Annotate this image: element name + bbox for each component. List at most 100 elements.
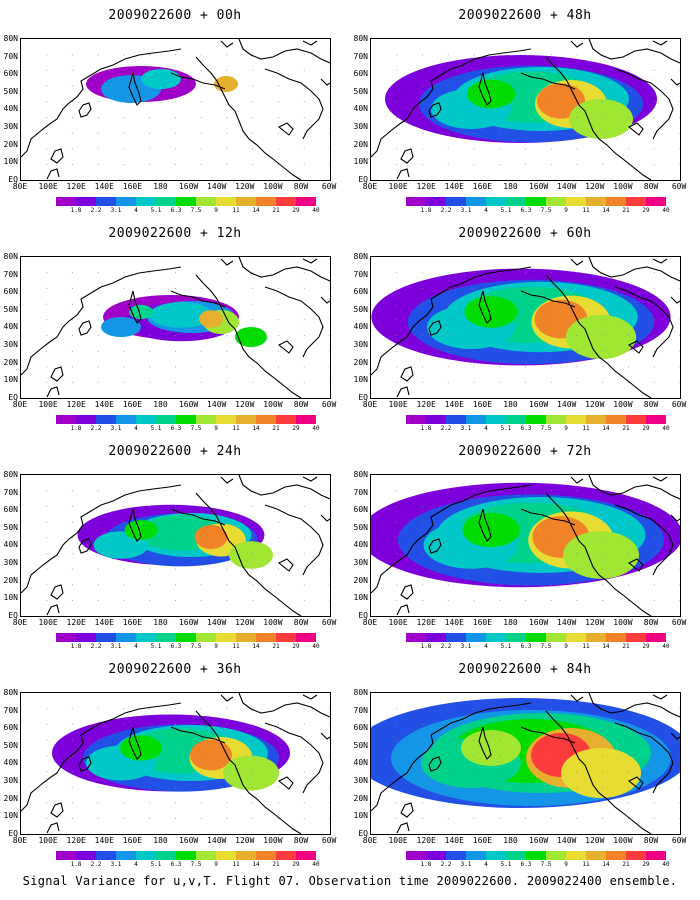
grid-dot	[252, 366, 254, 368]
colorbar-swatch	[406, 633, 426, 642]
grid-dot	[627, 350, 629, 352]
grid-dot	[576, 771, 578, 772]
grid-dot	[550, 568, 552, 570]
grid-dot	[46, 132, 48, 134]
colorbar-swatch	[216, 851, 236, 860]
grid-dot	[46, 335, 48, 336]
coastline	[128, 726, 142, 760]
grid-dot	[200, 818, 202, 820]
colorbar-swatch	[136, 633, 156, 642]
panel-title: 2009022600 + 36h	[108, 662, 242, 677]
colorbar-label: 14	[602, 425, 610, 432]
grid-dot	[71, 287, 73, 289]
coastline	[570, 476, 584, 484]
grid-dot	[277, 786, 279, 788]
lat-tick-label: 80N	[3, 252, 18, 261]
colorbar-swatch	[426, 633, 446, 642]
colorbar-label: 40	[662, 643, 670, 650]
lon-tick-label: 120W	[235, 400, 255, 409]
grid-dot	[447, 101, 449, 103]
grid-dot	[200, 366, 202, 368]
coastline	[302, 258, 318, 264]
grid-dot	[602, 600, 604, 602]
lat-tick-label: 70N	[353, 51, 368, 61]
grid-dot	[473, 818, 475, 820]
grid-dot	[226, 69, 228, 71]
grid-dot	[550, 771, 552, 772]
colorbar-swatch	[606, 851, 626, 860]
lon-tick-label: 120W	[235, 182, 255, 191]
lon-tick-label: 180	[503, 400, 518, 409]
colorbar-label: 4	[134, 643, 138, 650]
grid-dot	[447, 708, 449, 710]
grid-dot	[396, 85, 398, 87]
grid-dot	[226, 272, 228, 274]
colorbar-swatch	[76, 633, 96, 642]
grid-dot	[396, 287, 398, 289]
grid-dot	[123, 85, 125, 87]
grid-dot	[550, 490, 552, 492]
grid-dot	[200, 350, 202, 352]
lon-tick-label: 160E	[472, 836, 493, 845]
lat-tick-label: 10N	[353, 157, 368, 167]
grid-dot	[200, 117, 202, 118]
grid-dot	[252, 287, 254, 289]
grid-dot	[149, 366, 151, 368]
coastline	[478, 290, 492, 324]
colorbar-label: 21	[622, 643, 630, 650]
grid-dot	[421, 54, 423, 56]
colorbar-label: 40	[312, 643, 320, 650]
grid-dot	[252, 537, 254, 539]
grid-dot	[602, 786, 604, 788]
grid-dot	[627, 148, 629, 150]
grid-dot	[329, 69, 330, 71]
lon-tick-label: 80E	[362, 836, 378, 845]
grid-dot	[226, 553, 228, 554]
colorbar-label: 29	[642, 643, 650, 650]
lon-tick-label: 160E	[472, 400, 493, 409]
lon-tick-label: 140W	[207, 618, 227, 627]
grid-dot	[576, 521, 578, 523]
lon-tick-label: 120E	[416, 836, 436, 845]
coastline	[652, 476, 668, 482]
colorbar-label: 5.1	[500, 643, 512, 650]
grid-dot	[602, 272, 604, 274]
grid-dot	[499, 287, 501, 289]
grid-dot	[653, 117, 655, 118]
variance-contour	[199, 310, 223, 328]
grid-dot	[174, 382, 176, 384]
colorbar-swatch	[626, 851, 646, 860]
grid-dot	[226, 148, 228, 150]
colorbar-label: 3.1	[110, 643, 122, 650]
coastline	[588, 693, 680, 718]
variance-map	[370, 38, 681, 181]
grid-dot	[576, 505, 578, 507]
grid-dot	[447, 164, 449, 166]
grid-dot	[123, 771, 125, 772]
colorbar-label: 6.3	[520, 643, 532, 650]
coastline	[588, 475, 680, 500]
colorbar-swatch	[566, 415, 586, 424]
grid-dot	[174, 54, 176, 56]
colorbar	[56, 633, 316, 642]
lon-tick-label: 120W	[585, 836, 605, 845]
grid-dot	[123, 164, 125, 166]
grid-dot	[71, 786, 73, 788]
grid-dot	[653, 755, 655, 757]
panel-title: 2009022600 + 72h	[458, 444, 592, 459]
grid-dot	[303, 272, 305, 274]
grid-dot	[123, 786, 125, 788]
grid-dot	[303, 786, 305, 788]
grid-dot	[447, 54, 449, 56]
coastline	[238, 475, 330, 500]
lat-tick-label: 60N	[3, 505, 18, 515]
coastline	[264, 722, 324, 794]
colorbar-label: 7.5	[540, 643, 552, 650]
lat-tick-label: 30N	[353, 122, 368, 131]
colorbar-label: 3.1	[110, 861, 122, 868]
grid-dot	[46, 272, 48, 274]
lon-tick-label: 60W	[671, 182, 687, 191]
grid-dot	[252, 382, 254, 384]
grid-dot	[252, 85, 254, 87]
grid-dot	[576, 723, 578, 725]
